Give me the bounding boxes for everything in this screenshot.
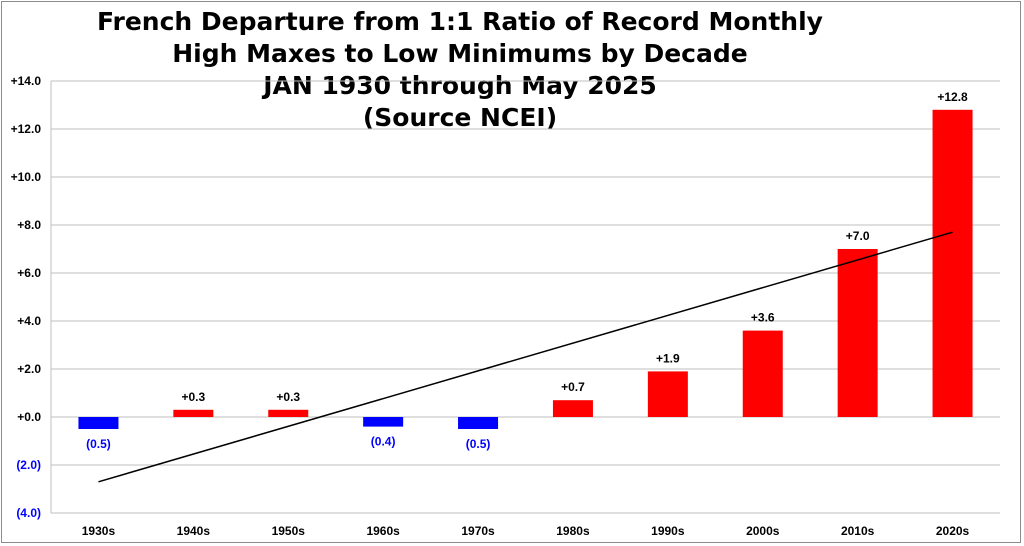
y-axis-ticks: +14.0 +12.0 +10.0 +8.0 +6.0 +4.0 +2.0 +0.0 (2.0)… (11, 74, 42, 520)
y-tick-label: +2.0 (17, 362, 41, 376)
bars (78, 109, 973, 429)
data-label: +0.3 (181, 390, 205, 404)
data-label: +0.7 (561, 380, 585, 394)
x-tick-label: 2000s (746, 524, 780, 538)
data-label: +12.8 (937, 90, 968, 104)
x-tick-label: 1930s (82, 524, 116, 538)
data-label: +0.3 (276, 390, 300, 404)
data-label: +3.6 (751, 311, 775, 325)
data-label: (0.5) (86, 437, 111, 451)
title-line-1: French Departure from 1:1 Ratio of Recor… (97, 7, 823, 36)
x-axis-labels: 1930s 1940s 1950s 1960s 1970s 1980s 1990s 2000s… (82, 524, 970, 538)
chart-title: French Departure from 1:1 Ratio of Recor… (90, 6, 830, 134)
x-tick-label: 2010s (841, 524, 875, 538)
y-tick-label: +6.0 (17, 266, 41, 280)
data-label: +1.9 (656, 351, 680, 365)
data-label: (0.4) (371, 435, 396, 449)
x-tick-label: 1940s (177, 524, 211, 538)
bar (363, 417, 404, 427)
bar (458, 417, 499, 429)
x-tick-label: 2020s (936, 524, 970, 538)
bar (837, 249, 878, 417)
y-tick-label: +14.0 (11, 74, 42, 88)
x-tick-label: 1980s (556, 524, 590, 538)
x-tick-label: 1950s (272, 524, 306, 538)
y-tick-label: +4.0 (17, 314, 41, 328)
bar (647, 371, 688, 417)
y-tick-label: +10.0 (11, 170, 42, 184)
bar (268, 409, 309, 417)
title-line-2: High Maxes to Low Minimums by Decade (172, 39, 748, 68)
y-tick-label: +0.0 (17, 410, 41, 424)
y-tick-label: +12.0 (11, 122, 42, 136)
bar (932, 109, 973, 418)
y-tick-label: (4.0) (16, 506, 41, 520)
title-line-4: (Source NCEI) (362, 103, 558, 132)
bar (552, 400, 593, 417)
y-tick-label: +8.0 (17, 218, 41, 232)
x-tick-label: 1960s (366, 524, 400, 538)
x-tick-label: 1990s (651, 524, 685, 538)
data-label: +7.0 (846, 229, 870, 243)
data-labels: (0.5) +0.3 +0.3 (0.4) (0.5) +0.7 +1.9 +3.6 +7.0 +… (86, 90, 968, 451)
y-tick-label: (2.0) (16, 458, 41, 472)
bar (742, 330, 783, 417)
title-line-3: JAN 1930 through May 2025 (263, 71, 657, 100)
trendline (98, 231, 953, 483)
trendline-layer (98, 231, 953, 483)
x-tick-label: 1970s (461, 524, 495, 538)
bar (173, 409, 214, 417)
data-label: (0.5) (466, 437, 491, 451)
bar (78, 417, 119, 429)
